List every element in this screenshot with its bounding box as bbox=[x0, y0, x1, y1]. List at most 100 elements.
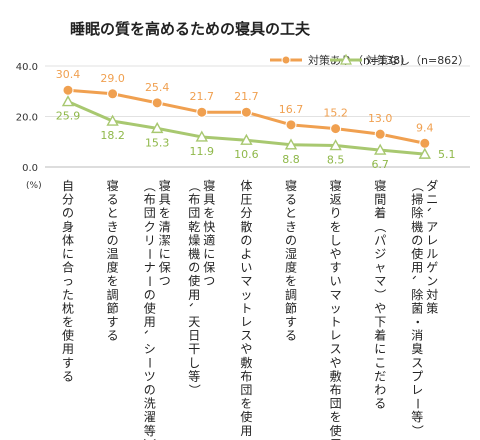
category-label-8-1-char-2: 除 bbox=[411, 205, 423, 220]
category-label-3-1-char-5: 機 bbox=[188, 246, 200, 261]
unit-label: (%) bbox=[26, 181, 42, 191]
point-series-1-5 bbox=[284, 138, 298, 150]
category-label-8-0-char-2: 、 bbox=[425, 207, 439, 219]
legend-marker-series-1 bbox=[339, 53, 353, 65]
category-label-7-0-char-6: ャ bbox=[374, 261, 386, 275]
data-label-series-1-1: 18.2 bbox=[100, 129, 125, 142]
category-label-1-0-char-7: を bbox=[107, 274, 119, 288]
category-label-4-0-char-5: よ bbox=[240, 247, 252, 261]
category-label-6-0-char-5: や bbox=[330, 247, 342, 261]
point-series-0-3 bbox=[196, 106, 208, 118]
category-label-8-0-char-1: ニ bbox=[426, 193, 438, 207]
category-label-0-0-char-3: 身 bbox=[62, 219, 74, 234]
category-label-4-0-char-14: 布 bbox=[240, 369, 252, 383]
category-label-3-0-char-1: 具 bbox=[203, 193, 215, 207]
category-label-4-0-char-8: ッ bbox=[240, 288, 252, 302]
data-label-series-0-5: 16.7 bbox=[279, 103, 304, 116]
category-label-2-1-char-16: 洗 bbox=[144, 397, 156, 411]
category-label-7-0-char-10: 下 bbox=[374, 315, 386, 329]
category-label-4-0-char-16: を bbox=[240, 397, 252, 411]
category-label-7-0-char-16: る bbox=[374, 397, 386, 411]
category-label-0-0-char-7: っ bbox=[62, 274, 74, 288]
category-label-3-0-char-2: を bbox=[203, 206, 215, 220]
category-label-6-0-char-13: や bbox=[330, 356, 342, 370]
category-label-4-0-char-12: や bbox=[240, 342, 252, 356]
data-label-series-1-7: 6.7 bbox=[371, 158, 389, 171]
point-series-0-4 bbox=[240, 106, 252, 118]
category-label-8-1-char-14: プ bbox=[411, 369, 423, 383]
category-label-3-1-char-7: 使 bbox=[188, 273, 200, 288]
data-label-series-0-2: 25.4 bbox=[145, 81, 170, 94]
data-label-series-1-0: 25.9 bbox=[56, 110, 81, 123]
category-label-4-0-char-4: の bbox=[240, 233, 252, 247]
category-label-0-0-char-1: 分 bbox=[62, 193, 74, 207]
category-label-2-0-char-3: 清 bbox=[159, 220, 171, 234]
category-label-8-0-char-3: ア bbox=[426, 220, 438, 234]
data-label-series-0-6: 15.2 bbox=[323, 107, 348, 120]
category-label-4-0-char-6: い bbox=[240, 261, 252, 275]
category-label-7-0-char-5: ジ bbox=[374, 247, 386, 261]
category-label-4-0-char-7: マ bbox=[240, 274, 252, 288]
category-label-2-1-char-2: 団 bbox=[144, 206, 156, 220]
category-label-3-1-char-12: 干 bbox=[188, 342, 200, 356]
data-label-series-0-1: 29.0 bbox=[100, 72, 125, 85]
category-label-2-1-char-12: シ bbox=[144, 342, 156, 356]
category-label-2-0-char-4: 潔 bbox=[159, 233, 171, 247]
category-label-0-0-char-5: に bbox=[62, 247, 74, 261]
category-label-3-1-char-4: 燥 bbox=[188, 233, 200, 247]
data-label-series-1-8: 5.1 bbox=[438, 148, 456, 161]
category-label-6-0-char-15: 布 bbox=[330, 383, 342, 397]
category-label-8-1-char-11: 消 bbox=[411, 329, 423, 343]
point-series-0-6 bbox=[330, 123, 342, 135]
category-label-3-1-char-2: 団 bbox=[188, 206, 200, 220]
category-label-0-0-char-4: 体 bbox=[62, 233, 74, 247]
category-label-3-0-char-3: 快 bbox=[203, 220, 215, 234]
category-label-2-1-char-6: ナ bbox=[144, 261, 156, 275]
point-series-1-2 bbox=[151, 121, 164, 134]
category-label-2-1-char-3: ク bbox=[144, 220, 156, 234]
category-label-1-0-char-0: 寝 bbox=[107, 178, 119, 193]
category-label-5-0-char-7: を bbox=[285, 274, 297, 288]
category-label-1-0-char-6: 度 bbox=[107, 260, 119, 275]
category-label-0-0-char-0: 自 bbox=[62, 179, 74, 193]
category-label-8-1-char-8: 除 bbox=[411, 287, 423, 302]
category-label-6-0-char-17: を bbox=[330, 410, 342, 424]
category-label-2-1-char-7: ー bbox=[143, 275, 157, 287]
category-label-4-0-char-18: 用 bbox=[240, 424, 252, 438]
category-label-5-0-char-4: の bbox=[285, 233, 297, 247]
category-label-6-0-char-16: 団 bbox=[330, 397, 342, 411]
point-series-0-8 bbox=[419, 137, 431, 149]
category-label-3-0-char-6: 保 bbox=[203, 261, 215, 275]
category-label-7-0-char-7: マ bbox=[374, 274, 386, 288]
y-axis-ticks: 0.0 20.0 40.0 bbox=[16, 62, 38, 174]
category-label-5-0-char-2: と bbox=[285, 206, 297, 220]
category-label-4-0-char-17: 使 bbox=[240, 409, 252, 424]
category-label-1-0-char-3: き bbox=[107, 220, 119, 234]
category-label-1-0-char-10: す bbox=[107, 315, 119, 329]
category-label-2-0-char-5: に bbox=[159, 247, 171, 261]
data-label-series-1-4: 10.6 bbox=[234, 148, 259, 161]
category-label-2-0-char-0: 寝 bbox=[159, 178, 171, 193]
category-label-0-0-char-8: た bbox=[62, 288, 74, 302]
category-label-8-1-char-3: 機 bbox=[411, 219, 423, 234]
category-label-8-0-char-7: ン bbox=[426, 274, 438, 288]
category-label-1-0-char-2: と bbox=[107, 206, 119, 220]
category-label-4-0-char-2: 分 bbox=[240, 206, 252, 220]
category-label-0-0-char-13: す bbox=[62, 356, 74, 370]
category-label-0-0-char-14: る bbox=[62, 369, 74, 383]
category-label-3-1-char-1: 布 bbox=[188, 193, 200, 207]
category-label-4-0-char-9: ト bbox=[240, 301, 252, 315]
point-series-1-1 bbox=[106, 114, 119, 126]
category-label-7-0-char-0: 寝 bbox=[374, 178, 386, 193]
category-label-2-0-char-6: 保 bbox=[159, 261, 171, 275]
category-label-2-1-char-18: 等 bbox=[144, 424, 156, 438]
category-label-6-0-char-10: ト bbox=[330, 315, 342, 329]
category-label-6-0-char-3: を bbox=[330, 220, 342, 234]
category-label-8-1-char-1: 掃 bbox=[411, 192, 423, 207]
category-label-3-1-char-10: 天 bbox=[188, 315, 200, 329]
category-label-8-0-char-5: ル bbox=[426, 247, 438, 261]
category-label-3-0-char-7: つ bbox=[203, 274, 215, 288]
category-label-5-0-char-0: 寝 bbox=[285, 178, 297, 193]
category-label-1-0-char-4: の bbox=[107, 233, 119, 247]
